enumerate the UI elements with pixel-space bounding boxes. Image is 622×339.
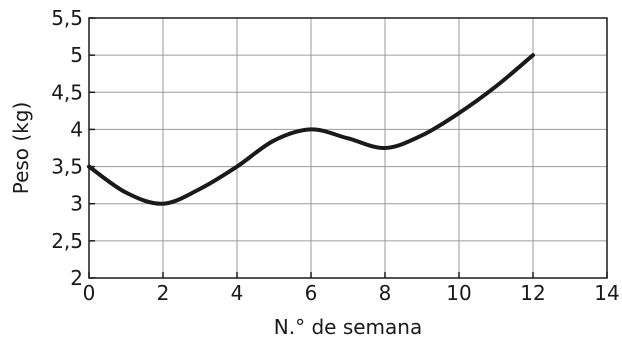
x-tick-label: 12 <box>520 281 545 305</box>
y-tick-label: 3,5 <box>51 155 83 179</box>
plot-area-frame <box>88 17 608 279</box>
grid <box>89 18 607 278</box>
y-tick-label: 5,5 <box>51 6 83 30</box>
x-tick-label: 8 <box>379 281 392 305</box>
y-axis-title: Peso (kg) <box>9 102 33 195</box>
y-tick-label: 2 <box>70 266 83 290</box>
x-tick-label: 4 <box>231 281 244 305</box>
y-tick-label: 3 <box>70 192 83 216</box>
x-tick-label: 14 <box>594 281 619 305</box>
y-tick-label: 2,5 <box>51 229 83 253</box>
weight-series-line <box>87 53 535 206</box>
series-layer <box>87 53 535 206</box>
x-tick-label: 0 <box>83 281 96 305</box>
y-tick-label: 5 <box>70 43 83 67</box>
x-tick-label: 6 <box>305 281 318 305</box>
y-tick-label: 4,5 <box>51 80 83 104</box>
x-tick-label: 10 <box>446 281 471 305</box>
x-tick-label: 2 <box>157 281 170 305</box>
y-tick-label: 4 <box>70 117 83 141</box>
x-axis-title: N.° de semana <box>274 315 422 339</box>
